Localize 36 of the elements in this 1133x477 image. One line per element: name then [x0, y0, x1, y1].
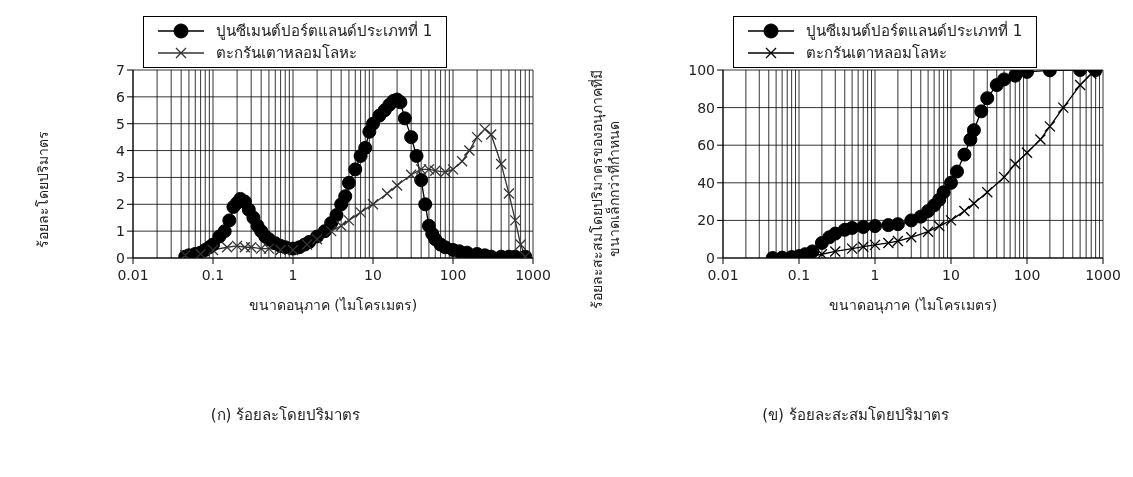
x-tick-label: 0.1	[787, 267, 811, 283]
x-axis-title: ขนาดอนุภาค (ไมโครเมตร)	[248, 297, 418, 314]
x-tick-label: 1000	[1085, 267, 1121, 283]
y-tick-label: 1	[116, 223, 125, 240]
y-tick-label: 0	[116, 249, 125, 266]
y-tick-label: 100	[688, 61, 715, 78]
x-tick-label: 1	[288, 267, 298, 283]
x-tick-label: 1	[870, 267, 880, 283]
x-tick-label: 0.01	[117, 267, 149, 283]
y-tick-label: 7	[116, 61, 125, 78]
y-tick-label: 80	[697, 99, 715, 116]
y-tick-label: 3	[116, 169, 125, 186]
y-tick-label: 40	[697, 174, 715, 191]
x-tick-label: 10	[364, 267, 382, 283]
x-tick-label: 0.1	[201, 267, 225, 283]
y-tick-label: 6	[116, 88, 126, 105]
legend-label: ปูนซีเมนต์ปอร์ตแลนด์ประเภทที่ 1	[806, 20, 1023, 42]
y-tick-label: 5	[116, 115, 125, 132]
legend-label: ตะกรันเตาหลอมโลหะ	[806, 43, 947, 64]
y-tick-label: 0	[706, 249, 715, 266]
y-tick-label: 4	[116, 142, 126, 159]
x-tick-label: 0.01	[707, 267, 739, 283]
x-tick-label: 10	[942, 267, 960, 283]
x-axis-title: ขนาดอนุภาค (ไมโครเมตร)	[828, 297, 998, 314]
y-tick-label: 20	[697, 212, 715, 229]
x-tick-label: 100	[1013, 267, 1041, 283]
x-tick-label: 100	[439, 267, 467, 283]
y-axis-title: ร้อยละสะสมโดยปริมาตรของอนุภาคที่มี ขนาดเล็กกว่าที่กำหนด	[588, 69, 622, 309]
y-tick-label: 2	[116, 196, 125, 213]
text: (ข) ร้อยละสะสมโดยปริมาตร	[761, 405, 950, 426]
y-axis-title: ร้อยละโดยปริมาตร	[35, 130, 51, 248]
text: (ก) ร้อยละโดยปริมาตร	[209, 405, 362, 426]
x-tick-label: 1000	[515, 267, 551, 283]
legend-label: ปูนซีเมนต์ปอร์ตแลนด์ประเภทที่ 1	[216, 20, 433, 42]
legend-label: ตะกรันเตาหลอมโลหะ	[216, 43, 357, 64]
y-tick-label: 60	[697, 137, 715, 154]
